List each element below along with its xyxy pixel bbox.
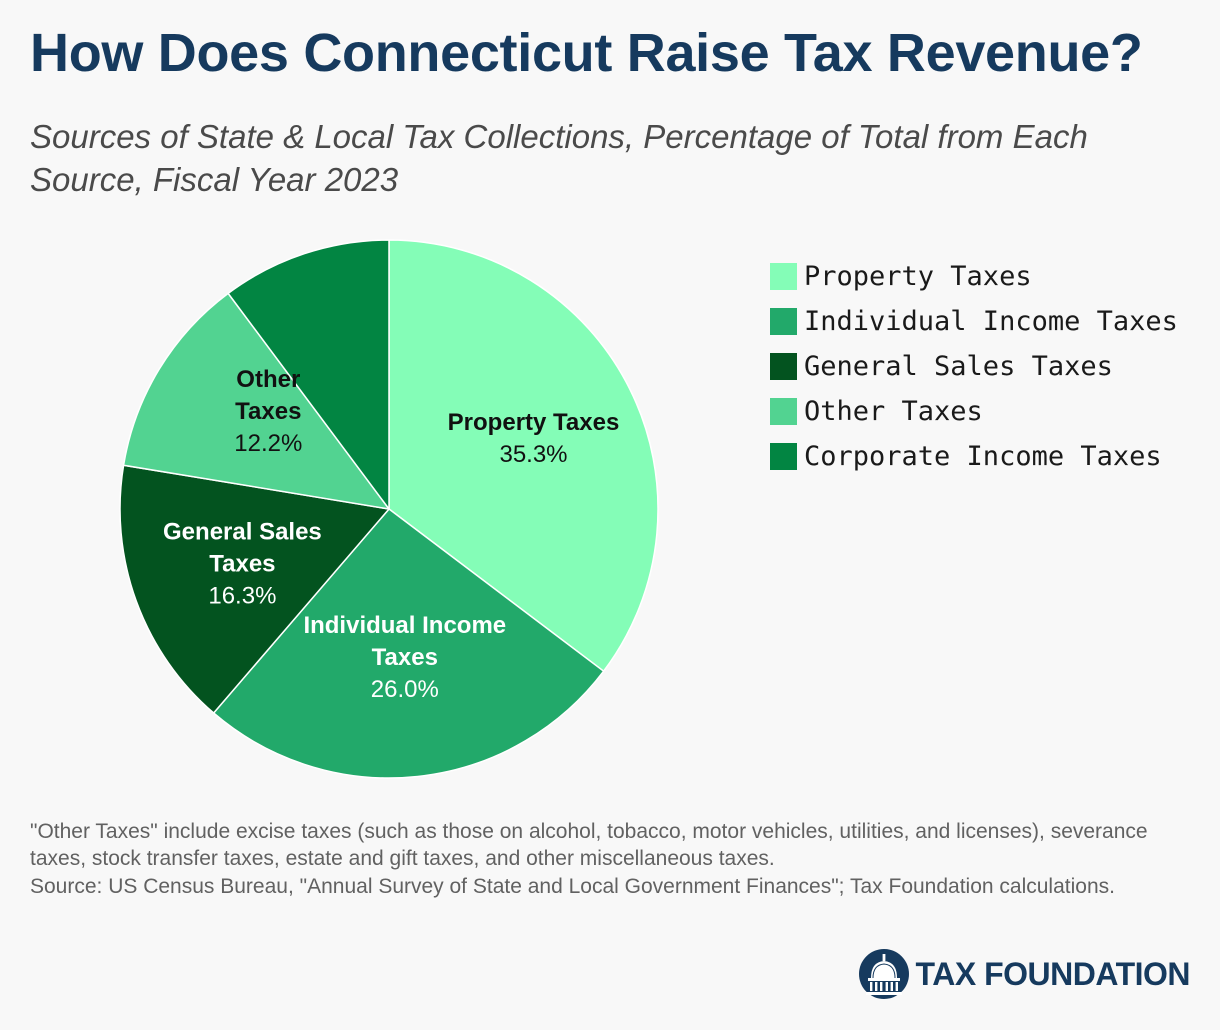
legend-swatch-other-taxes <box>770 398 797 425</box>
legend-label-corporate-income-taxes: Corporate Income Taxes <box>804 441 1162 472</box>
capitol-dome-icon <box>858 949 909 999</box>
legend-label-general-sales-taxes: General Sales Taxes <box>804 351 1113 382</box>
brand-name: TAX FOUNDATION <box>915 955 1191 992</box>
legend-label-property-taxes: Property Taxes <box>804 261 1032 292</box>
legend-label-individual-income-taxes: Individual Income Taxes <box>804 306 1178 337</box>
brand-logo: TAX FOUNDATION <box>858 948 1191 1000</box>
pie-slice-property-taxes <box>388 239 659 672</box>
legend-item-general-sales-taxes: General Sales Taxes <box>770 344 1178 389</box>
legend-item-individual-income-taxes: Individual Income Taxes <box>770 299 1178 344</box>
pie-chart: Property Taxes 35.3%Individual Income Taxe… <box>119 239 659 779</box>
legend-swatch-general-sales-taxes <box>770 353 797 380</box>
legend: Property Taxes Individual Income Taxes G… <box>770 254 1178 479</box>
footnote: "Other Taxes" include excise taxes (such… <box>30 820 1148 871</box>
legend-swatch-corporate-income-taxes <box>770 443 797 470</box>
chart-subtitle: Sources of State & Local Tax Collections… <box>30 118 1088 198</box>
legend-swatch-property-taxes <box>770 263 797 290</box>
pie-slice-other-taxes <box>122 292 390 510</box>
pie-slice-general-sales-taxes <box>119 464 390 714</box>
chart-notes: "Other Taxes" include excise taxes (such… <box>30 818 1200 900</box>
legend-item-corporate-income-taxes: Corporate Income Taxes <box>770 434 1178 479</box>
pie-slice-individual-income-taxes <box>212 508 605 779</box>
pie-slices <box>119 239 659 779</box>
legend-label-other-taxes: Other Taxes <box>804 396 983 427</box>
chart-title: How Does Connecticut Raise Tax Revenue? <box>30 23 1143 83</box>
legend-item-property-taxes: Property Taxes <box>770 254 1178 299</box>
pie-slice-corporate-income-taxes <box>227 239 390 510</box>
legend-item-other-taxes: Other Taxes <box>770 389 1178 434</box>
source-note: Source: US Census Bureau, "Annual Survey… <box>30 874 1115 898</box>
legend-swatch-individual-income-taxes <box>770 308 797 335</box>
